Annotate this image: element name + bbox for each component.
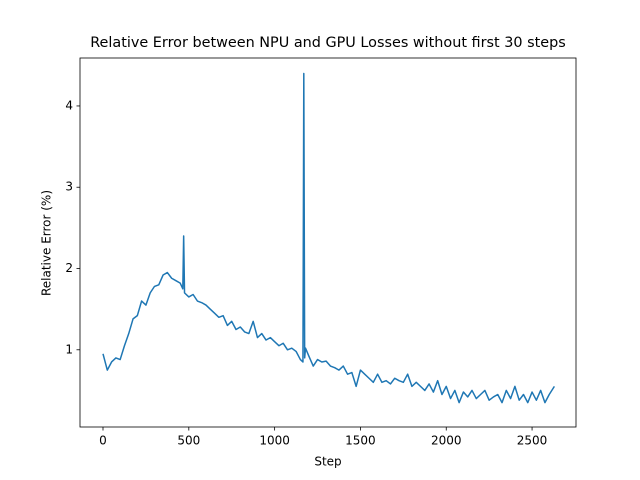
x-axis-label: Step	[314, 455, 341, 469]
x-tick-label: 2500	[517, 434, 548, 448]
y-tick-label: 2	[65, 261, 73, 275]
y-tick-label: 4	[65, 98, 73, 112]
plot-frame	[79, 57, 577, 428]
x-tick-label: 0	[99, 434, 107, 448]
y-tick-label: 3	[65, 180, 73, 194]
chart-title: Relative Error between NPU and GPU Losse…	[90, 35, 566, 51]
y-tick-label: 1	[65, 342, 73, 356]
data-line	[102, 72, 556, 404]
x-tick-label: 1000	[259, 434, 290, 448]
x-tick-label: 500	[177, 434, 200, 448]
x-tick-label: 1500	[345, 434, 376, 448]
y-axis-label: Relative Error (%)	[40, 190, 54, 296]
x-tick-label: 2000	[431, 434, 462, 448]
